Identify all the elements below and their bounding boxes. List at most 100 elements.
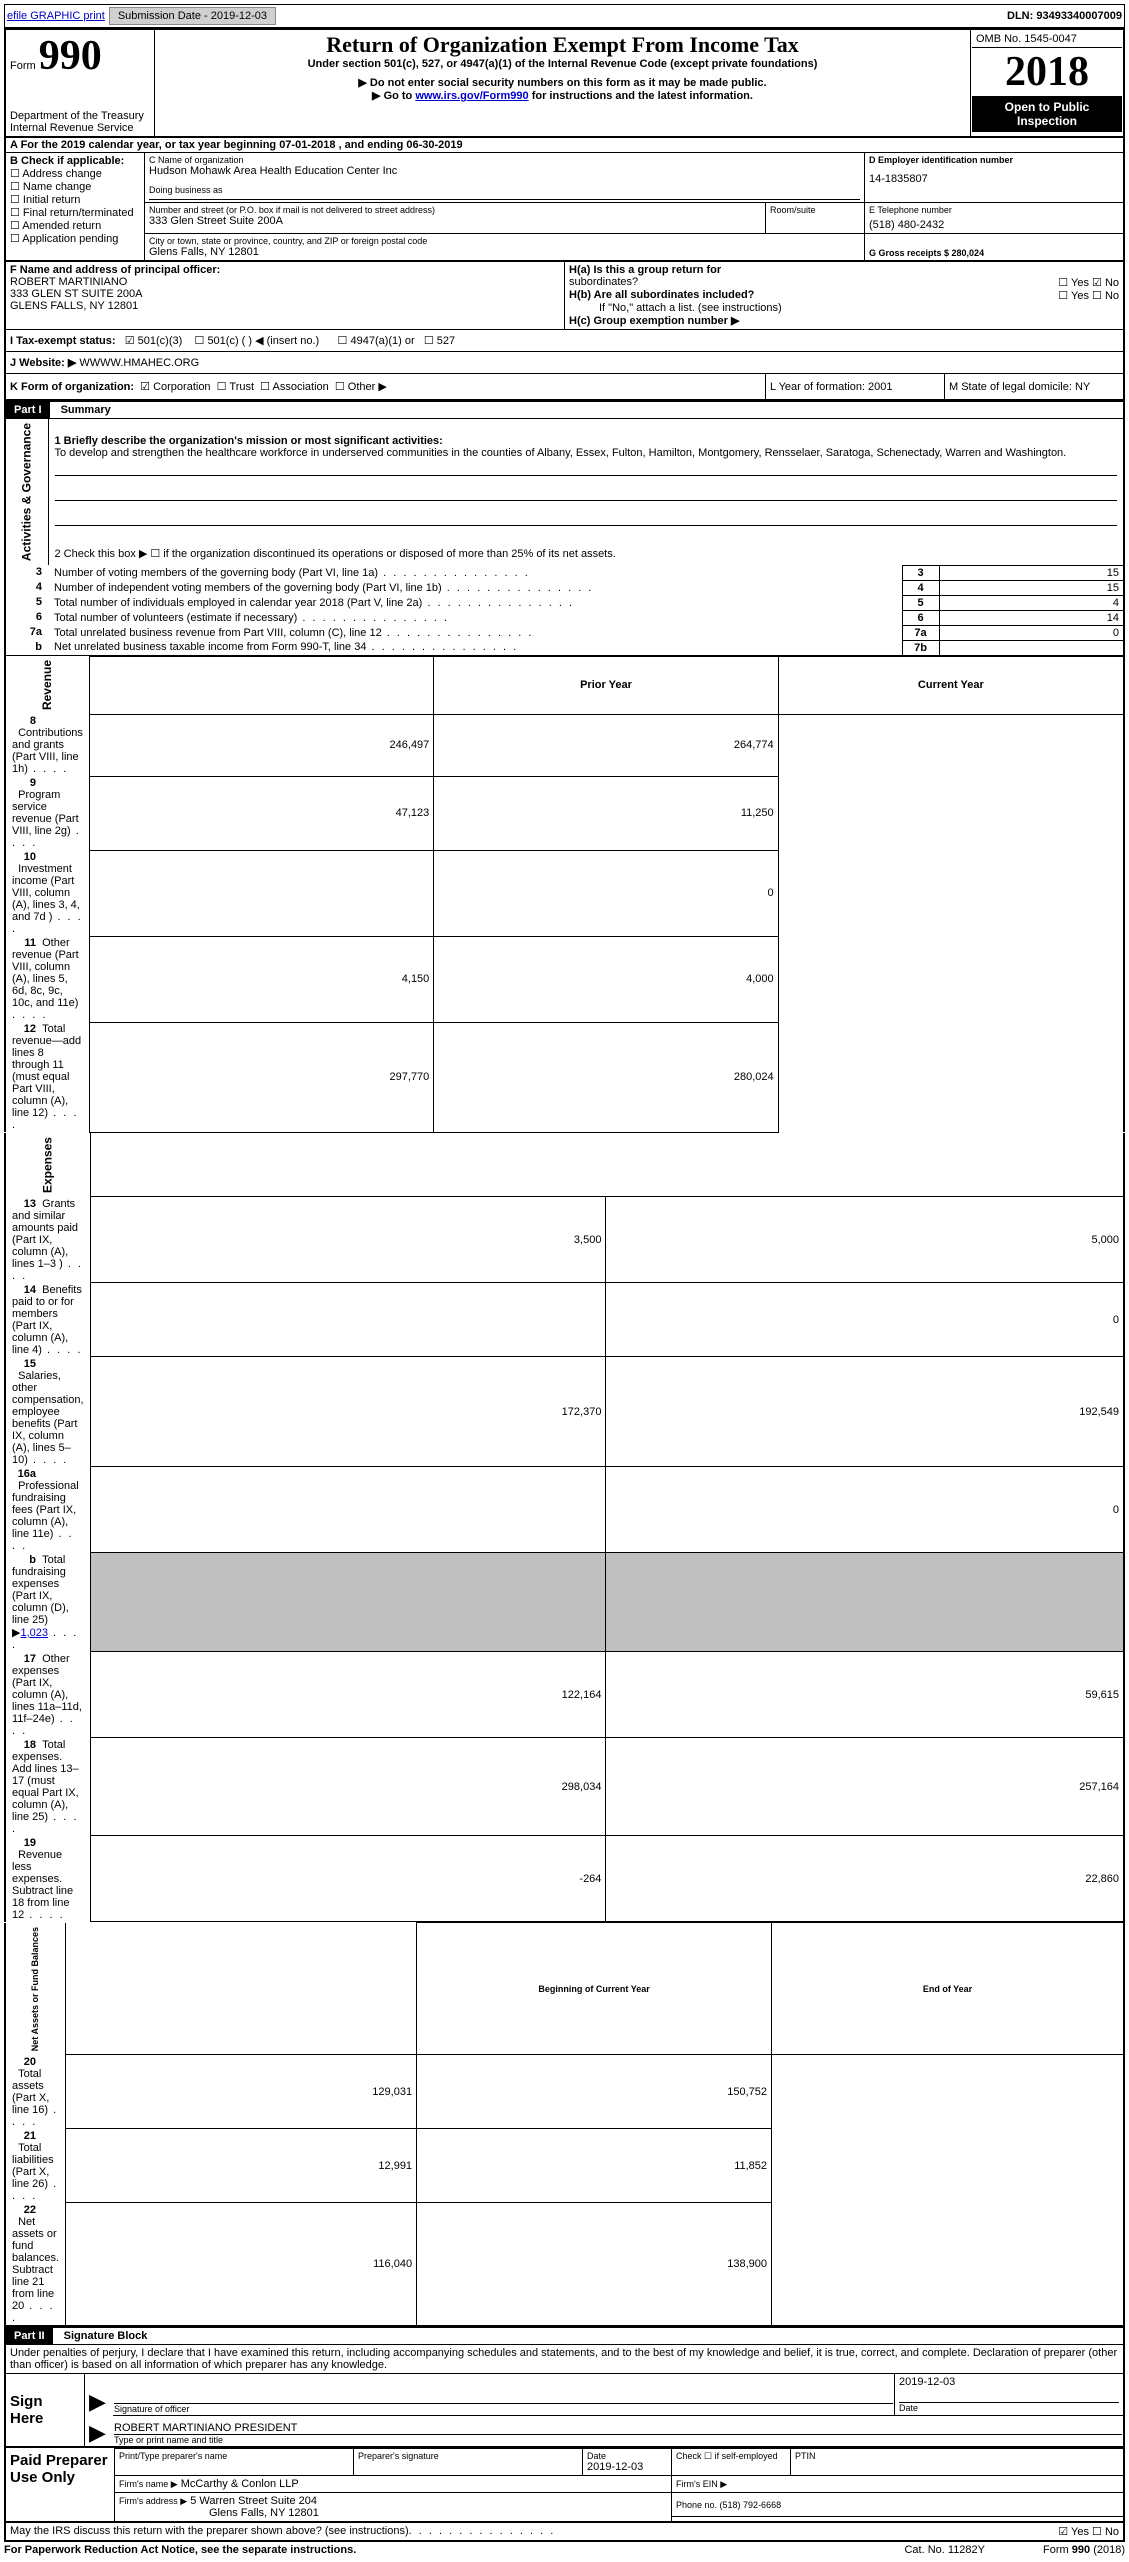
sign-here-table: Sign Here ▶ Signature of officer 2019-12…	[4, 2373, 1125, 2448]
efile-link[interactable]: efile GRAPHIC print	[7, 10, 105, 22]
firm-phone: Phone no. (518) 792-6668	[676, 2500, 781, 2510]
row-17: 17 Other expenses (Part IX, column (A), …	[5, 1652, 1124, 1738]
firm-ein-label: Firm's EIN ▶	[676, 2479, 727, 2489]
q1-label: 1 Briefly describe the organization's mi…	[55, 435, 443, 447]
addr-label: Number and street (or P.O. box if mail i…	[149, 205, 761, 215]
row-18: 18 Total expenses. Add lines 13–17 (must…	[5, 1738, 1124, 1836]
street: 333 Glen Street Suite 200A	[149, 215, 761, 227]
prep-name-label: Print/Type preparer's name	[119, 2451, 349, 2461]
firm-addr1: 5 Warren Street Suite 204	[190, 2495, 317, 2507]
checkbox-final-return-terminated[interactable]: ☐ Final return/terminated	[10, 206, 140, 219]
part1-row-6: 6Total number of volunteers (estimate if…	[5, 610, 1124, 625]
part1-header: Part I Summary	[4, 401, 1125, 419]
form-label: Form	[10, 60, 36, 72]
part1-row-7b: bNet unrelated business taxable income f…	[5, 640, 1124, 655]
officer-street: 333 GLEN ST SUITE 200A	[10, 288, 142, 300]
sig-officer-label: Signature of officer	[114, 2404, 893, 2414]
website: WWWW.HMAHEC.ORG	[79, 357, 199, 369]
irs-label: Internal Revenue Service	[10, 122, 150, 134]
row-12: 12 Total revenue—add lines 8 through 11 …	[5, 1022, 1124, 1132]
dept-treasury: Department of the Treasury	[10, 110, 150, 122]
irs-link[interactable]: www.irs.gov/Form990	[415, 90, 528, 102]
prior-year-hdr: Prior Year	[434, 656, 778, 714]
dba-label: Doing business as	[149, 185, 860, 200]
org-info-table: B Check if applicable: ☐ Address change☐…	[4, 152, 1125, 262]
ha-label: H(a) Is this a group return for	[569, 264, 721, 276]
g-label: G Gross receipts $ 280,024	[869, 248, 1119, 258]
warn2: ▶ Go to www.irs.gov/Form990 for instruct…	[161, 89, 964, 102]
city-label: City or town, state or province, country…	[149, 236, 860, 246]
row-13: 13 Grants and similar amounts paid (Part…	[5, 1197, 1124, 1283]
checkbox-name-change[interactable]: ☐ Name change	[10, 180, 140, 193]
prep-date-label: Date	[587, 2451, 667, 2461]
current-year-hdr: Current Year	[778, 656, 1124, 714]
row-8: 8 Contributions and grants (Part VIII, l…	[5, 714, 1124, 776]
vert-act-gov: Activities & Governance	[5, 419, 48, 565]
checkbox-amended-return[interactable]: ☐ Amended return	[10, 219, 140, 232]
type-label: Type or print name and title	[114, 2435, 1122, 2445]
netassets-table: Net Assets or Fund Balances Beginning of…	[4, 1922, 1125, 2327]
form-foot: Form 990 (2018)	[985, 2544, 1125, 2556]
part1-row-4: 4Number of independent voting members of…	[5, 580, 1124, 595]
d-label: D Employer identification number	[869, 155, 1119, 165]
sign-arrow-icon: ▶	[85, 2373, 114, 2415]
ha-yesno: ☐ Yes ☑ No	[1058, 276, 1119, 289]
checkbox-initial-return[interactable]: ☐ Initial return	[10, 193, 140, 206]
vert-revenue: Revenue	[5, 656, 89, 714]
room-label: Room/suite	[770, 205, 860, 215]
discuss-row: May the IRS discuss this return with the…	[4, 2523, 1125, 2542]
row-b: b Total fundraising expenses (Part IX, c…	[5, 1553, 1124, 1652]
omb-label: OMB No. 1545-0047	[972, 31, 1122, 48]
footer-row: For Paperwork Reduction Act Notice, see …	[4, 2542, 1125, 2558]
box-k: K Form of organization: ☑ Corporation ☐ …	[5, 374, 766, 400]
e-label: E Telephone number	[869, 205, 1119, 215]
row-14: 14 Benefits paid to or for members (Part…	[5, 1283, 1124, 1357]
paid-preparer-table: Paid Preparer Use Only Print/Type prepar…	[4, 2448, 1125, 2523]
paperwork: For Paperwork Reduction Act Notice, see …	[4, 2544, 356, 2556]
open-public: Open to PublicInspection	[972, 96, 1122, 132]
vert-netassets: Net Assets or Fund Balances	[5, 1923, 66, 2055]
j-label: J Website: ▶	[10, 357, 76, 369]
officer-city: GLENS FALLS, NY 12801	[10, 300, 138, 312]
sign-here-label: Sign Here	[5, 2373, 85, 2447]
box-l: L Year of formation: 2001	[766, 374, 945, 400]
row-11: 11 Other revenue (Part VIII, column (A),…	[5, 936, 1124, 1022]
submission-date-badge: Submission Date - 2019-12-03	[109, 7, 276, 25]
box-m: M State of legal domicile: NY	[945, 374, 1125, 400]
checkbox-application-pending[interactable]: ☐ Application pending	[10, 232, 140, 245]
row-9: 9 Program service revenue (Part VIII, li…	[5, 776, 1124, 850]
part2-header: Part II Signature Block	[4, 2327, 1125, 2345]
phone: (518) 480-2432	[869, 219, 1119, 231]
paid-label: Paid Preparer Use Only	[5, 2448, 115, 2522]
sign-arrow-icon-2: ▶	[85, 2415, 114, 2447]
row-20: 20 Total assets (Part X, line 16)129,031…	[5, 2055, 1124, 2129]
row-21: 21 Total liabilities (Part X, line 26)12…	[5, 2129, 1124, 2203]
ha-sub: subordinates?	[569, 276, 638, 289]
begin-hdr: Beginning of Current Year	[417, 1923, 772, 2055]
period-a: A For the 2019 calendar year, or tax yea…	[4, 138, 1125, 152]
top-header-bar: efile GRAPHIC print Submission Date - 20…	[4, 4, 1125, 28]
q2: 2 Check this box ▶ ☐ if the organization…	[48, 542, 1124, 565]
row-10: 10 Investment income (Part VIII, column …	[5, 850, 1124, 936]
box-b-label: B Check if applicable:	[10, 155, 124, 167]
warn1: ▶ Do not enter social security numbers o…	[161, 76, 964, 89]
officer-typed: ROBERT MARTINIANO PRESIDENT	[114, 2422, 1122, 2435]
end-hdr: End of Year	[772, 1923, 1124, 2055]
form-title: Return of Organization Exempt From Incom…	[161, 32, 964, 58]
hc-label: H(c) Group exemption number ▶	[569, 315, 739, 327]
checkbox-address-change[interactable]: ☐ Address change	[10, 167, 140, 180]
website-row: J Website: ▶ WWWW.HMAHEC.ORG	[4, 352, 1125, 374]
form-header-table: Form 990 Department of the Treasury Inte…	[4, 28, 1125, 138]
hb-note: If "No," attach a list. (see instruction…	[569, 302, 1119, 314]
expenses-table: Expenses 13 Grants and similar amounts p…	[4, 1133, 1125, 1923]
i-label: I Tax-exempt status:	[10, 335, 116, 347]
firm-name: McCarthy & Conlon LLP	[181, 2478, 299, 2490]
fundraising-link[interactable]: 1,023	[20, 1627, 48, 1639]
row-22: 22 Net assets or fund balances. Subtract…	[5, 2203, 1124, 2326]
cat-no: Cat. No. 11282Y	[904, 2544, 985, 2556]
prep-sig-label: Preparer's signature	[358, 2451, 578, 2461]
subtitle: Under section 501(c), 527, or 4947(a)(1)…	[161, 58, 964, 70]
org-name: Hudson Mohawk Area Health Education Cent…	[149, 165, 860, 177]
officer-name: ROBERT MARTINIANO	[10, 276, 127, 288]
form-number: 990	[39, 33, 102, 79]
